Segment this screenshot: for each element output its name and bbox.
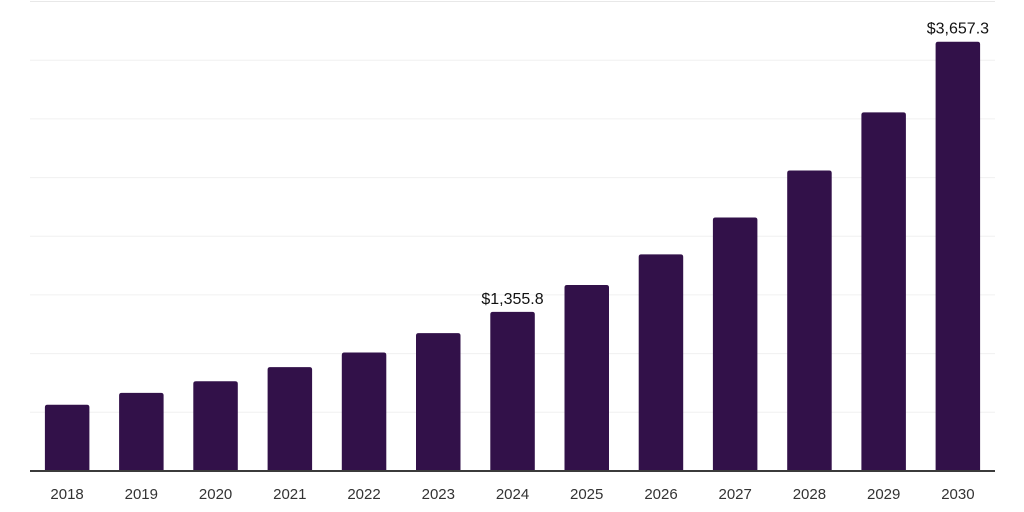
bar-2024 — [490, 311, 535, 471]
x-tick-2027: 2027 — [719, 486, 752, 503]
data-label-2030: $3,657.3 — [927, 21, 989, 38]
data-label-2024: $1,355.8 — [481, 291, 543, 308]
x-tick-2025: 2025 — [570, 486, 603, 503]
bar-2030 — [935, 41, 981, 471]
x-tick-2020: 2020 — [199, 486, 232, 503]
bar-2020 — [193, 381, 238, 471]
bar-2023 — [416, 333, 461, 471]
x-tick-2022: 2022 — [347, 486, 380, 503]
bar-2027 — [712, 217, 758, 471]
bar-2019 — [119, 392, 164, 471]
x-tick-2021: 2021 — [273, 486, 306, 503]
x-tick-2028: 2028 — [793, 486, 826, 503]
x-tick-2018: 2018 — [50, 486, 83, 503]
x-tick-2024: 2024 — [496, 486, 529, 503]
bar-2026 — [638, 254, 684, 471]
x-tick-2023: 2023 — [422, 486, 455, 503]
bar-2021 — [267, 367, 313, 471]
x-tick-2019: 2019 — [125, 486, 158, 503]
x-tick-2026: 2026 — [644, 486, 677, 503]
bar-2022 — [341, 352, 387, 471]
bar-2025 — [564, 285, 609, 471]
x-tick-2029: 2029 — [867, 486, 900, 503]
bar-2029 — [861, 112, 906, 472]
bar-2028 — [787, 170, 832, 471]
bar-2018 — [44, 404, 90, 471]
x-tick-2030: 2030 — [941, 486, 974, 503]
